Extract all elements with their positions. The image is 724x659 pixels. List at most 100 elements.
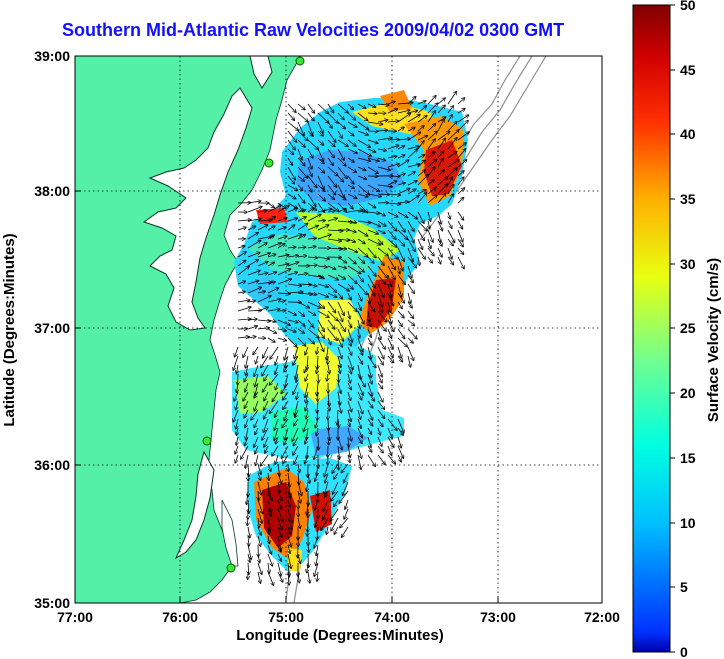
velocity-vector xyxy=(297,391,299,399)
velocity-vector xyxy=(357,337,363,352)
velocity-vector xyxy=(377,158,385,160)
velocity-vector xyxy=(254,364,259,376)
velocity-vector xyxy=(387,140,399,141)
velocity-vector xyxy=(267,272,276,276)
velocity-vector xyxy=(287,284,301,286)
velocity-vector xyxy=(327,148,334,158)
velocity-vector xyxy=(397,146,404,150)
velocity-vector xyxy=(347,112,355,120)
station-markers xyxy=(202,56,305,573)
velocity-vector xyxy=(287,535,291,547)
velocity-vector xyxy=(267,508,271,516)
velocity-vector xyxy=(267,337,275,342)
velocity-vector xyxy=(233,355,239,370)
velocity-vector xyxy=(277,337,286,341)
velocity-vector xyxy=(257,320,270,321)
velocity-vector xyxy=(306,481,308,491)
velocity-vector xyxy=(407,265,412,278)
velocity-vector xyxy=(347,409,351,421)
velocity-vector xyxy=(297,139,305,147)
velocity-vector xyxy=(325,490,329,497)
velocity-vector xyxy=(237,220,251,221)
velocity-vector xyxy=(377,194,389,195)
velocity-vector xyxy=(457,238,463,247)
velocity-vector xyxy=(307,499,308,515)
chesapeake-bay xyxy=(142,87,253,331)
velocity-vector xyxy=(287,175,294,184)
velocity-vector xyxy=(328,364,330,374)
velocity-vector xyxy=(368,310,370,322)
velocity-vector xyxy=(257,508,262,523)
velocity-vector xyxy=(437,194,446,204)
delaware-bay xyxy=(249,56,273,89)
velocity-vector xyxy=(267,490,272,500)
velocity-vector xyxy=(348,436,349,447)
velocity-vector xyxy=(307,301,321,308)
velocity-vector xyxy=(457,143,466,150)
velocity-vector xyxy=(447,247,452,259)
velocity-vector xyxy=(347,175,354,184)
velocity-vector xyxy=(248,535,249,546)
velocity-vector xyxy=(287,148,293,154)
velocity-vector xyxy=(397,427,403,435)
velocity-vector xyxy=(288,544,290,553)
velocity-vector xyxy=(397,174,405,176)
velocity-vector xyxy=(247,287,261,294)
velocity-vector xyxy=(234,391,239,401)
velocity-vector xyxy=(417,247,425,259)
velocity-vector xyxy=(257,273,268,275)
velocity-vector xyxy=(338,445,340,459)
velocity-vector xyxy=(315,517,319,527)
velocity-vector xyxy=(337,239,349,241)
velocity-vector xyxy=(377,346,384,359)
velocity-vector xyxy=(235,346,239,357)
velocity-vector xyxy=(367,445,372,452)
velocity-vector xyxy=(332,463,339,473)
velocity-vector xyxy=(377,283,384,297)
velocity-vector xyxy=(437,132,450,141)
y-tick-label: 35:00 xyxy=(34,595,70,611)
velocity-vector xyxy=(367,454,375,466)
velocity-vector xyxy=(305,346,309,355)
velocity-vector xyxy=(347,247,357,252)
velocity-vector xyxy=(317,463,319,476)
velocity-vector xyxy=(377,104,389,105)
velocity-vector xyxy=(295,409,299,417)
velocity-vector xyxy=(337,193,346,200)
velocity-vector xyxy=(297,328,304,333)
velocity-vector xyxy=(337,175,343,182)
velocity-vector xyxy=(377,130,387,131)
velocity-vector xyxy=(307,526,308,536)
velocity-vector xyxy=(317,571,318,581)
velocity-vector xyxy=(267,288,279,294)
velocity-vector xyxy=(287,184,298,190)
velocity-vector xyxy=(417,160,425,168)
velocity-vector xyxy=(427,229,433,242)
velocity-vector xyxy=(347,121,357,127)
velocity-vector xyxy=(367,220,380,227)
velocity-vector xyxy=(367,427,372,434)
velocity-vector xyxy=(357,427,362,438)
velocity-vector xyxy=(334,472,339,479)
velocity-vector xyxy=(437,238,442,246)
velocity-vector xyxy=(457,109,465,114)
velocity-vector xyxy=(287,103,296,112)
velocity-vector xyxy=(418,256,420,265)
velocity-vector xyxy=(275,382,279,390)
velocity-vector xyxy=(337,355,341,367)
velocity-vector xyxy=(262,364,269,376)
velocity-vector xyxy=(267,309,280,311)
velocity-vector xyxy=(357,400,363,414)
velocity-vector xyxy=(357,283,367,295)
velocity-vector xyxy=(307,274,322,277)
x-tick-label: 75:00 xyxy=(268,609,304,625)
velocity-vector xyxy=(327,274,338,280)
velocity-vector xyxy=(427,180,434,186)
velocity-vector xyxy=(314,535,319,548)
velocity-vector xyxy=(407,220,414,231)
velocity-vector xyxy=(367,113,377,114)
velocity-vector xyxy=(427,111,435,123)
velocity-vector xyxy=(437,119,444,132)
velocity-vector xyxy=(237,252,246,258)
velocity-vector xyxy=(237,246,245,248)
